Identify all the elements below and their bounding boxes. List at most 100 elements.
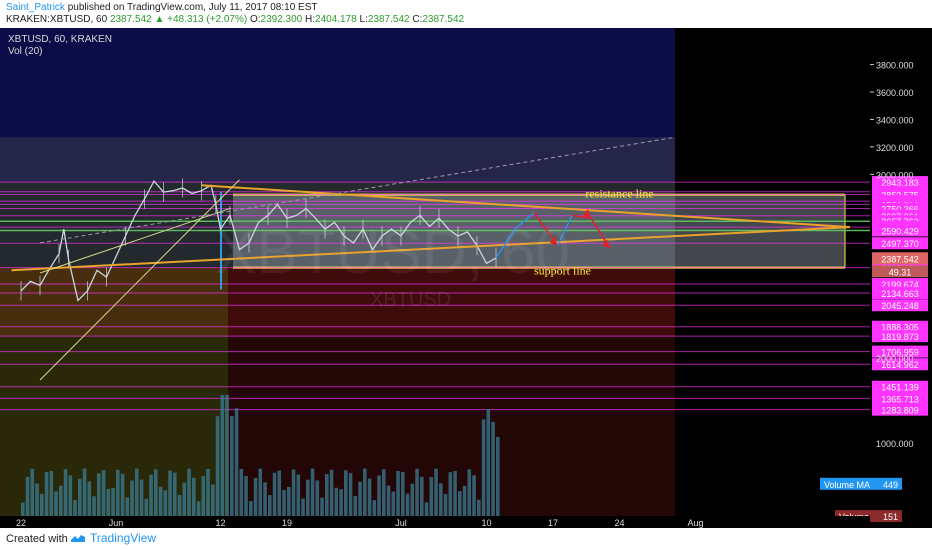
volume-bar	[139, 479, 144, 528]
annotation-label: support line	[534, 263, 591, 277]
volume-bar	[97, 473, 101, 528]
symbol-line: KRAKEN:XBTUSD, 60 2387.542 ▲ +48.313 (+2…	[6, 14, 464, 25]
volume-bar	[481, 419, 486, 528]
volume-bar	[187, 468, 191, 528]
volume-bar	[268, 495, 272, 528]
volume-bar	[78, 478, 82, 528]
volume-bar	[467, 469, 472, 528]
volume-bar	[30, 468, 35, 528]
extension-line	[39, 136, 676, 244]
publish-line: Saint_Patrick published on TradingView.c…	[6, 2, 318, 13]
volume-tick-label: 2000.000	[876, 354, 914, 364]
x-tick-label: 10	[481, 518, 491, 528]
volume-bar	[215, 416, 220, 528]
volume-bar	[334, 487, 339, 528]
volume-bar	[424, 502, 429, 528]
y-tick-label: 3600.000	[876, 88, 914, 98]
level-tag	[872, 176, 928, 189]
blue-arrow	[557, 215, 573, 246]
volume-bar	[410, 483, 415, 528]
volume-bar	[116, 469, 120, 528]
volume-bar	[220, 395, 225, 528]
annotation-label: resistance line	[585, 187, 653, 201]
volume-bar	[329, 469, 334, 528]
level-label: 2590.429	[881, 226, 919, 236]
volume-bar	[244, 476, 248, 528]
volume-bar	[287, 486, 291, 528]
volume-bar	[363, 468, 367, 528]
level-tag	[872, 330, 928, 343]
symbol-label: KRAKEN:XBTUSD, 60	[6, 14, 108, 25]
x-tick-label: 12	[215, 518, 225, 528]
level-tag	[872, 299, 928, 312]
level-label: 2943.183	[881, 178, 919, 188]
volume-bar	[315, 480, 320, 528]
volume-bar	[135, 468, 139, 528]
volume-bar	[68, 475, 73, 528]
level-label: 1819.873	[881, 332, 919, 342]
level-tag	[872, 224, 928, 237]
level-label: 2497.370	[881, 239, 919, 249]
volume-bar	[177, 494, 182, 528]
volume-bar	[277, 470, 282, 528]
volume-bar	[358, 481, 362, 528]
volume-bar	[206, 468, 210, 528]
channel-upper	[39, 179, 240, 381]
footer: Created with TradingView	[0, 528, 932, 550]
volume-bar	[92, 496, 96, 528]
volume-ma-label: Volume MA	[824, 480, 870, 490]
volume-bar	[415, 468, 419, 528]
volume-bar	[40, 493, 44, 528]
volume-bar	[82, 468, 87, 528]
volume-bar	[173, 472, 177, 528]
volume-bar	[239, 468, 244, 528]
volume-bar	[477, 499, 481, 528]
x-tick-label: 24	[614, 518, 624, 528]
tradingview-link[interactable]: TradingView	[70, 531, 156, 545]
volume-bar	[443, 494, 448, 528]
volume-bar	[59, 485, 63, 528]
y-tick-label: 3800.000	[876, 61, 914, 71]
volume-bar	[125, 497, 130, 528]
volume-bar	[448, 472, 453, 528]
level-label: 1888.305	[881, 323, 919, 333]
volume-bar	[253, 477, 258, 528]
volume-bar	[144, 498, 149, 528]
volume-bar	[211, 484, 215, 528]
volume-bar	[258, 468, 263, 528]
volume-bar	[282, 490, 286, 528]
red-arrow-head	[602, 239, 610, 249]
volume-bar	[367, 478, 372, 528]
volume-bar	[111, 487, 115, 528]
volume-bar	[249, 501, 253, 528]
volume-bar	[154, 469, 158, 528]
level-tag	[872, 345, 928, 358]
close-label: C:	[412, 14, 423, 25]
volume-bar	[234, 408, 239, 528]
level-tag	[872, 237, 928, 250]
volume-bar	[386, 485, 391, 528]
channel-lower	[39, 208, 231, 274]
volume-bar	[158, 486, 163, 528]
current-price-tag	[872, 252, 928, 265]
level-label: 1706.959	[881, 348, 919, 358]
volume-bar	[225, 394, 229, 528]
tradingview-logo-icon	[71, 535, 85, 542]
low-value: 2387.542	[367, 14, 410, 25]
y-tick-label: 3000.000	[876, 170, 914, 180]
volume-bar	[21, 502, 25, 528]
publish-text: published on TradingView.com, July 11, 2…	[64, 2, 318, 13]
grey-zone	[0, 137, 675, 183]
x-tick-label: 19	[282, 518, 292, 528]
level-tag	[872, 286, 928, 299]
volume-bar	[382, 469, 386, 528]
volume-bar	[44, 472, 49, 528]
price-change: +48.313 (+2.07%)	[167, 14, 248, 25]
level-tag	[872, 358, 928, 371]
volume-bar	[120, 473, 125, 528]
volume-badge-label: 49.31	[889, 267, 912, 277]
volume-bar	[291, 469, 296, 528]
ascending-trendline	[11, 226, 851, 272]
author-link[interactable]: Saint_Patrick	[6, 2, 65, 13]
